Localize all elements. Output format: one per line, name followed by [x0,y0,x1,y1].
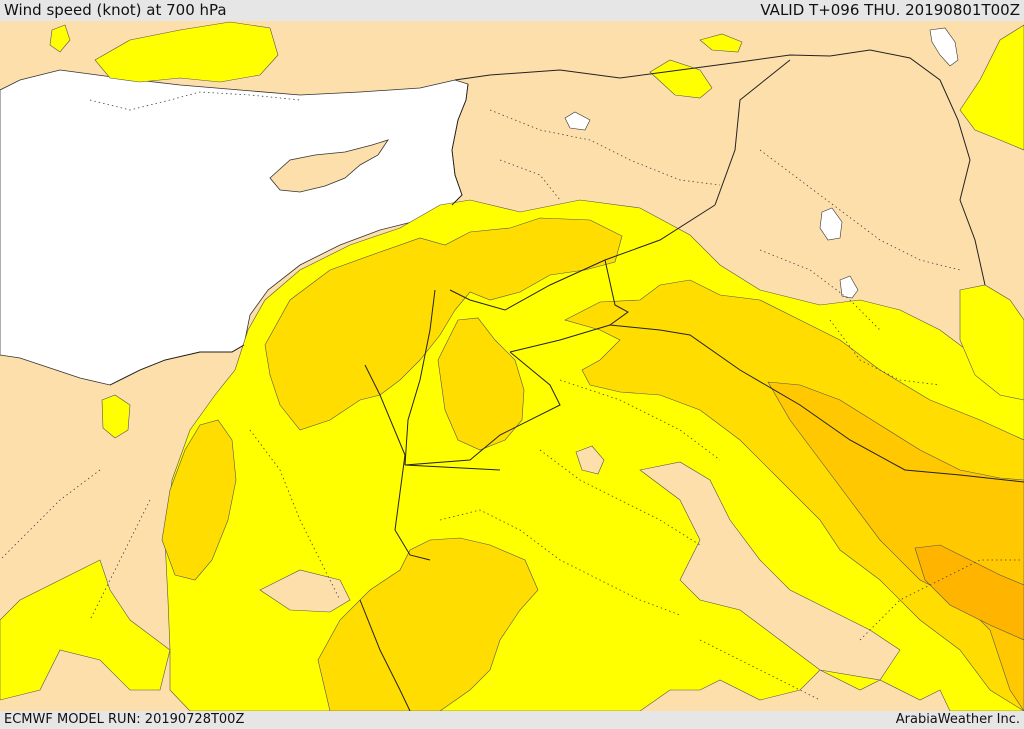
province-borders [0,91,1020,701]
lake-van [929,27,959,67]
map-title: Wind speed (knot) at 700 hPa [4,1,227,19]
wind-band-1-blob-a [649,59,713,99]
land-patch-sw [259,569,351,613]
wind-band-2-sinai-west [161,419,237,581]
header-bar: Wind speed (knot) at 700 hPa VALID T+096… [0,0,1024,21]
coastline [109,83,469,386]
wind-band-1-east [959,284,1024,401]
land-patch-south [639,461,901,681]
wind-band-1-northwest [94,21,279,83]
wind-band-2-jordan [437,317,525,451]
valid-time: VALID T+096 THU. 20190801T00Z [760,1,1020,19]
wind-band-2-south [317,537,539,711]
lake-assad [564,111,591,131]
lake-iraq-south [839,275,859,299]
wind-band-1-blob-b [699,33,743,53]
wind-band-1-blob-c [101,394,131,439]
wind-band-1-west [0,559,171,701]
wind-band-3-east [767,381,1024,711]
credit-text: ArabiaWeather Inc. [895,712,1020,727]
wind-band-1-northeast [959,24,1024,151]
lake-iraq-north [819,207,843,241]
wind-band-2-levant [264,217,623,431]
cyprus-island [269,139,389,193]
wind-band-1-blob-d [49,24,71,53]
country-borders [359,49,1024,711]
wind-speed-map [0,21,1024,711]
wind-band-4-east [914,544,1024,641]
footer-bar: ECMWF MODEL RUN: 20190728T00Z ArabiaWeat… [0,711,1024,729]
land-patch-small-1 [575,445,605,475]
wind-band-2-east [564,279,1024,711]
model-run: ECMWF MODEL RUN: 20190728T00Z [4,712,245,727]
